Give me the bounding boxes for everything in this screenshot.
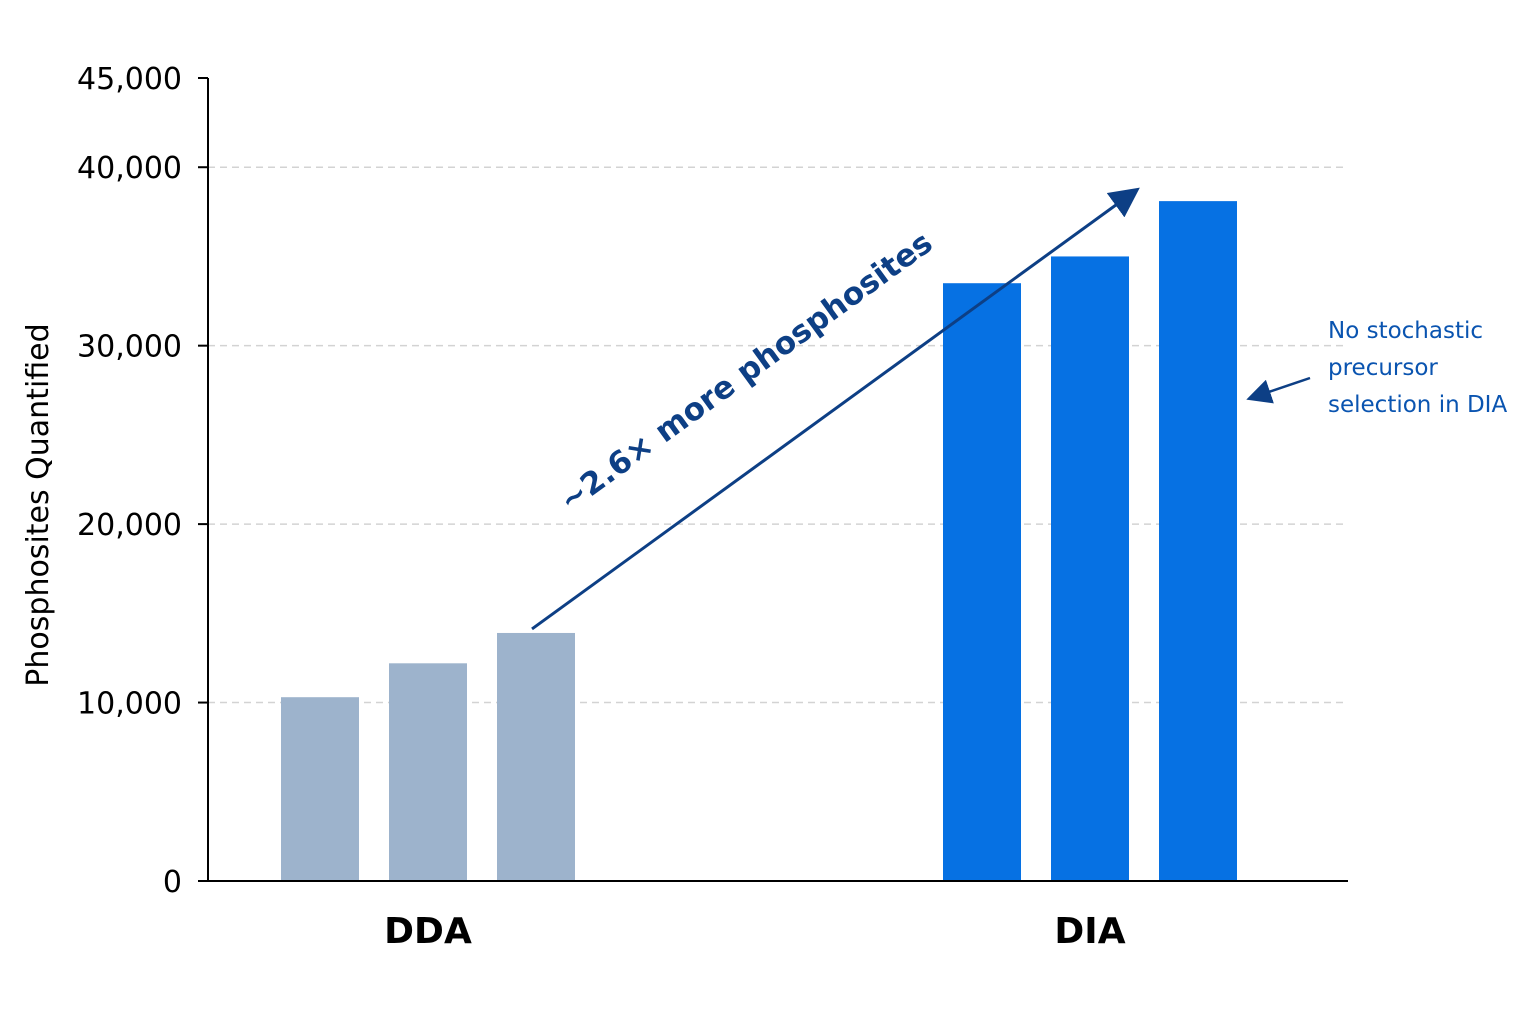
- y-tick-label-5: 45,000: [77, 62, 182, 97]
- y-tick-labels: 0 10,000 20,000 30,000 40,000 45,000: [77, 62, 182, 900]
- y-axis-title: Phosphosites Quantified: [21, 323, 56, 686]
- y-tick-label-2: 20,000: [77, 508, 182, 543]
- y-tick-label-3: 30,000: [77, 330, 182, 365]
- y-tick-label-1: 10,000: [77, 687, 182, 722]
- bar-dia-2: [1051, 256, 1129, 881]
- bar-dda-1: [281, 697, 359, 881]
- bars: [281, 201, 1237, 882]
- y-tick-label-4: 40,000: [77, 151, 182, 186]
- increase-arrow: [531, 187, 1140, 631]
- axes: [198, 77, 1348, 882]
- side-note-line-2: precursor: [1328, 355, 1438, 381]
- side-note-line-3: selection in DIA: [1328, 392, 1507, 418]
- gridlines: [208, 166, 1348, 704]
- side-note-line-1: No stochastic: [1328, 318, 1483, 344]
- side-note-arrow: [1246, 376, 1311, 404]
- bar-dda-2: [389, 663, 467, 881]
- group-label-dia: DIA: [1054, 911, 1125, 952]
- bar-dia-3: [1159, 201, 1237, 882]
- bar-dia-1: [943, 283, 1021, 881]
- bar-dda-3: [497, 632, 575, 881]
- y-tick-label-0: 0: [163, 865, 182, 900]
- group-label-dda: DDA: [384, 911, 472, 952]
- group-labels: DDA DIA: [384, 911, 1126, 952]
- side-note: No stochastic precursor selection in DIA: [1328, 318, 1507, 418]
